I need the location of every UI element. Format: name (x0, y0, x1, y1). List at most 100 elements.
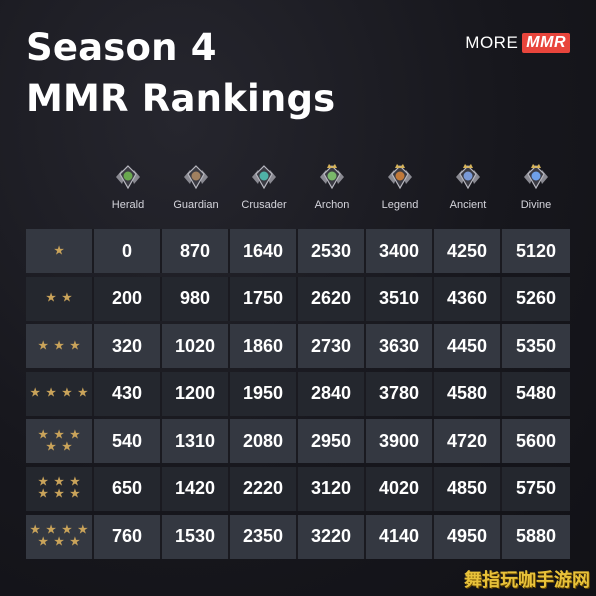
mmr-value: 540 (94, 419, 162, 464)
star-level-7: ★ ★ ★ ★ ★ ★ ★ (26, 514, 94, 559)
star-icon: ★ (54, 536, 64, 549)
star-icon: ★ (77, 387, 88, 400)
rank-header-guardian: Guardian (162, 162, 230, 222)
star-icon: ★ (54, 244, 64, 257)
rank-label: Herald (111, 199, 145, 211)
star-level-2: ★ ★ (26, 276, 94, 321)
star-icon: ★ (46, 524, 56, 537)
rank-label: Ancient (449, 199, 487, 211)
star-icon: ★ (38, 488, 49, 501)
star-level-6: ★ ★ ★ ★ ★ ★ (26, 466, 94, 511)
mmr-value: 5350 (502, 324, 570, 369)
divine-medal-icon (524, 164, 548, 190)
star-icon: ★ (77, 524, 88, 537)
star-icon: ★ (62, 292, 72, 305)
mmr-value: 1020 (162, 324, 230, 369)
mmr-value: 1750 (230, 276, 298, 321)
star-level-3: ★ ★ ★ (26, 324, 94, 369)
logo-more-text: MORE (465, 33, 519, 52)
star-level-4: ★ ★ ★ ★ (26, 371, 94, 416)
rank-header-ancient: Ancient (434, 162, 502, 222)
mmr-value: 5260 (502, 276, 570, 321)
mmr-value: 870 (162, 229, 230, 273)
mmr-value: 3120 (298, 466, 366, 511)
mmr-value: 5120 (502, 229, 570, 273)
mmr-value: 4950 (434, 514, 502, 559)
mmr-value: 1310 (162, 419, 230, 464)
mmr-value: 1950 (230, 371, 298, 416)
star-icon: ★ (46, 387, 56, 400)
mmr-value: 5880 (502, 514, 570, 559)
star-level-5: ★ ★ ★ ★ ★ (26, 419, 94, 464)
star-level-1: ★ (26, 229, 94, 273)
rank-header-divine: Divine (502, 162, 570, 222)
logo-mmr-badge: MMR (522, 33, 570, 53)
rank-label: Guardian (173, 199, 219, 211)
legend-medal-icon (388, 164, 412, 190)
mmr-value: 4850 (434, 466, 502, 511)
mmr-value: 1420 (162, 466, 230, 511)
rank-header-herald: Herald (94, 162, 162, 222)
star-icon: ★ (62, 387, 72, 400)
mmr-value: 4580 (434, 371, 502, 416)
mmr-value: 2950 (298, 419, 366, 464)
crusader-medal-icon (252, 165, 276, 190)
table-row: ★ ★ 200 980 1750 2620 3510 4360 5260 (26, 276, 570, 321)
mmr-value: 4720 (434, 419, 502, 464)
star-icon: ★ (54, 488, 64, 501)
mmr-table: ★ 0 870 1640 2530 3400 4250 5120 ★ ★ 200 980 1750 262… (26, 229, 570, 562)
rank-label: Legend (381, 199, 419, 211)
rank-header-crusader: Crusader (230, 162, 298, 222)
mmr-value: 3510 (366, 276, 434, 321)
star-icon: ★ (62, 440, 72, 453)
star-icon: ★ (69, 536, 80, 549)
moremmr-logo: MORE MMR (465, 33, 570, 53)
mmr-value: 3780 (366, 371, 434, 416)
mmr-value: 650 (94, 466, 162, 511)
star-icon: ★ (46, 440, 56, 453)
mmr-value: 2350 (230, 514, 298, 559)
star-icon: ★ (38, 476, 49, 489)
mmr-value: 2530 (298, 229, 366, 273)
star-icon: ★ (30, 387, 41, 400)
ancient-medal-icon (456, 164, 480, 190)
mmr-value: 4360 (434, 276, 502, 321)
mmr-value: 1530 (162, 514, 230, 559)
star-icon: ★ (54, 339, 64, 352)
rank-label: Archon (314, 199, 350, 211)
rank-headers: Herald Guardian Crusader Archon Legend Ancien… (94, 162, 570, 222)
mmr-value: 1200 (162, 371, 230, 416)
title-line-2: MMR Rankings (26, 77, 336, 120)
page-title: Season 4 MMR Rankings (26, 22, 335, 124)
star-icon: ★ (38, 428, 49, 441)
mmr-value: 4140 (366, 514, 434, 559)
mmr-value: 4450 (434, 324, 502, 369)
mmr-value: 430 (94, 371, 162, 416)
star-icon: ★ (69, 476, 80, 489)
table-row: ★ 0 870 1640 2530 3400 4250 5120 (26, 229, 570, 273)
mmr-value: 5750 (502, 466, 570, 511)
mmr-value: 1640 (230, 229, 298, 273)
star-icon: ★ (38, 536, 49, 549)
mmr-value: 3630 (366, 324, 434, 369)
mmr-value: 0 (94, 229, 162, 273)
star-icon: ★ (69, 428, 80, 441)
mmr-value: 2620 (298, 276, 366, 321)
star-icon: ★ (54, 476, 64, 489)
mmr-value: 4020 (366, 466, 434, 511)
mmr-value: 4250 (434, 229, 502, 273)
archon-medal-icon (320, 164, 344, 190)
mmr-value: 3220 (298, 514, 366, 559)
table-row: ★ ★ ★ ★ ★ 540 1310 2080 2950 3900 4720 5600 (26, 419, 570, 464)
star-icon: ★ (30, 524, 41, 537)
rank-label: Crusader (241, 199, 287, 211)
mmr-value: 2220 (230, 466, 298, 511)
mmr-value: 1860 (230, 324, 298, 369)
guardian-medal-icon (184, 165, 208, 190)
herald-medal-icon (116, 165, 140, 190)
star-icon: ★ (54, 428, 64, 441)
mmr-value: 200 (94, 276, 162, 321)
mmr-value: 760 (94, 514, 162, 559)
star-icon: ★ (69, 488, 80, 501)
star-icon: ★ (38, 339, 49, 352)
